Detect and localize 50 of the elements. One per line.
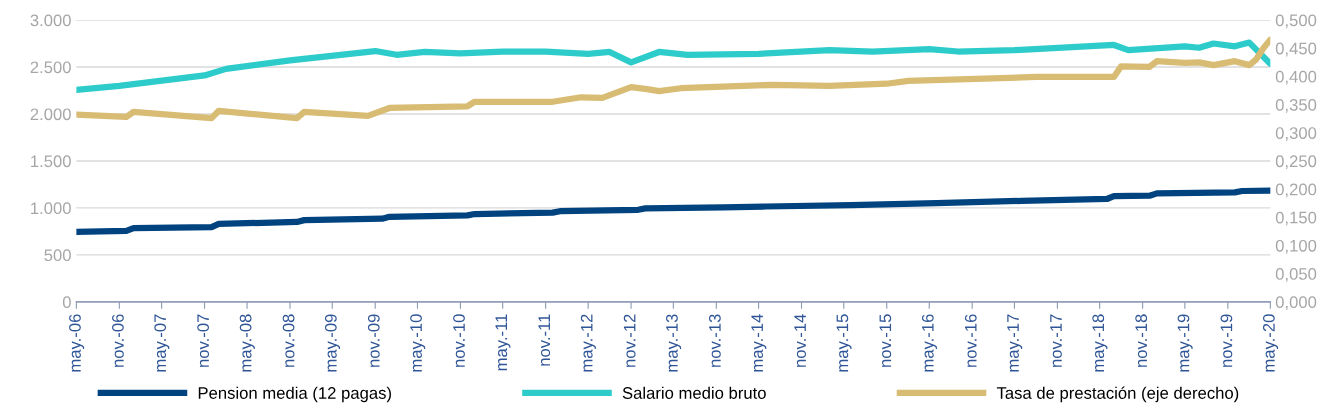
y2-tick-label: 0,350 [1275, 98, 1317, 113]
x-tick-label: may.-12 [580, 314, 596, 372]
x-tick-label: may.-19 [1177, 314, 1193, 372]
x-tick-label: nov.-14 [794, 314, 806, 367]
y2-tick-label: 0,200 [1275, 183, 1317, 198]
x-tick-label: nov.-07 [197, 314, 210, 367]
x-tick-label: nov.-08 [282, 314, 295, 367]
x-tick-label: nov.-17 [1050, 314, 1062, 367]
x-tick-label: may.-09 [324, 314, 341, 372]
x-tick-label: nov.-06 [112, 314, 124, 367]
x-tick-label: may.-17 [1007, 314, 1023, 372]
x-tick-label: nov.-13 [708, 314, 721, 367]
x-tick-label: may.-20 [1262, 314, 1279, 372]
x-tick-label: may.-06 [69, 314, 85, 372]
y-tick-label: 1.500 [31, 155, 71, 168]
y2-tick-label: 0,150 [1275, 211, 1317, 226]
y2-tick-label: 0,250 [1275, 155, 1317, 170]
y2-tick-label: 0,000 [1275, 296, 1317, 311]
x-tick-label: may.-18 [1092, 314, 1108, 372]
x-tick-label: nov.-15 [879, 314, 892, 367]
x-tick-label: nov.-19 [1220, 314, 1233, 367]
y2-tick-label: 0,500 [1275, 14, 1317, 29]
y2-tick-label: 0,450 [1275, 42, 1317, 57]
x-tick-label: may.-10 [410, 314, 426, 372]
y2-tick-label: 0,100 [1275, 239, 1317, 254]
x-tick-label: may.-14 [751, 314, 767, 372]
x-tick-label: may.-15 [836, 314, 852, 372]
x-tick-label: nov.-11 [538, 314, 551, 366]
y-tick-label: 500 [44, 249, 71, 262]
x-tick-label: may.-08 [239, 314, 255, 372]
x-tick-label: may.-07 [154, 314, 170, 372]
x-tick-label: may.-11 [495, 314, 511, 371]
y2-tick-label: 0,400 [1275, 70, 1317, 85]
y-tick-label: 2.000 [30, 108, 71, 121]
legend-label: Salario medio bruto [622, 386, 766, 399]
y2-tick-label: 0,300 [1275, 127, 1317, 141]
y2-tick-label: 0,050 [1275, 268, 1317, 282]
y-tick-label: 3.000 [30, 14, 71, 27]
legend-label: Pension media (12 pagas) [198, 386, 391, 403]
x-tick-label: may.-16 [921, 314, 937, 372]
legend-label: Tasa de prestación (eje derecho) [996, 386, 1239, 403]
x-tick-label: nov.-09 [367, 314, 380, 367]
y-tick-label: 1.000 [31, 202, 71, 215]
x-tick-label: nov.-10 [453, 314, 465, 367]
x-tick-label: may.-13 [666, 314, 682, 372]
y-tick-label: 2.500 [30, 61, 71, 74]
x-tick-label: nov.-12 [623, 314, 636, 367]
x-tick-label: nov.-16 [964, 314, 977, 367]
y-tick-label: 0 [62, 296, 71, 309]
x-tick-label: nov.-18 [1135, 314, 1148, 367]
